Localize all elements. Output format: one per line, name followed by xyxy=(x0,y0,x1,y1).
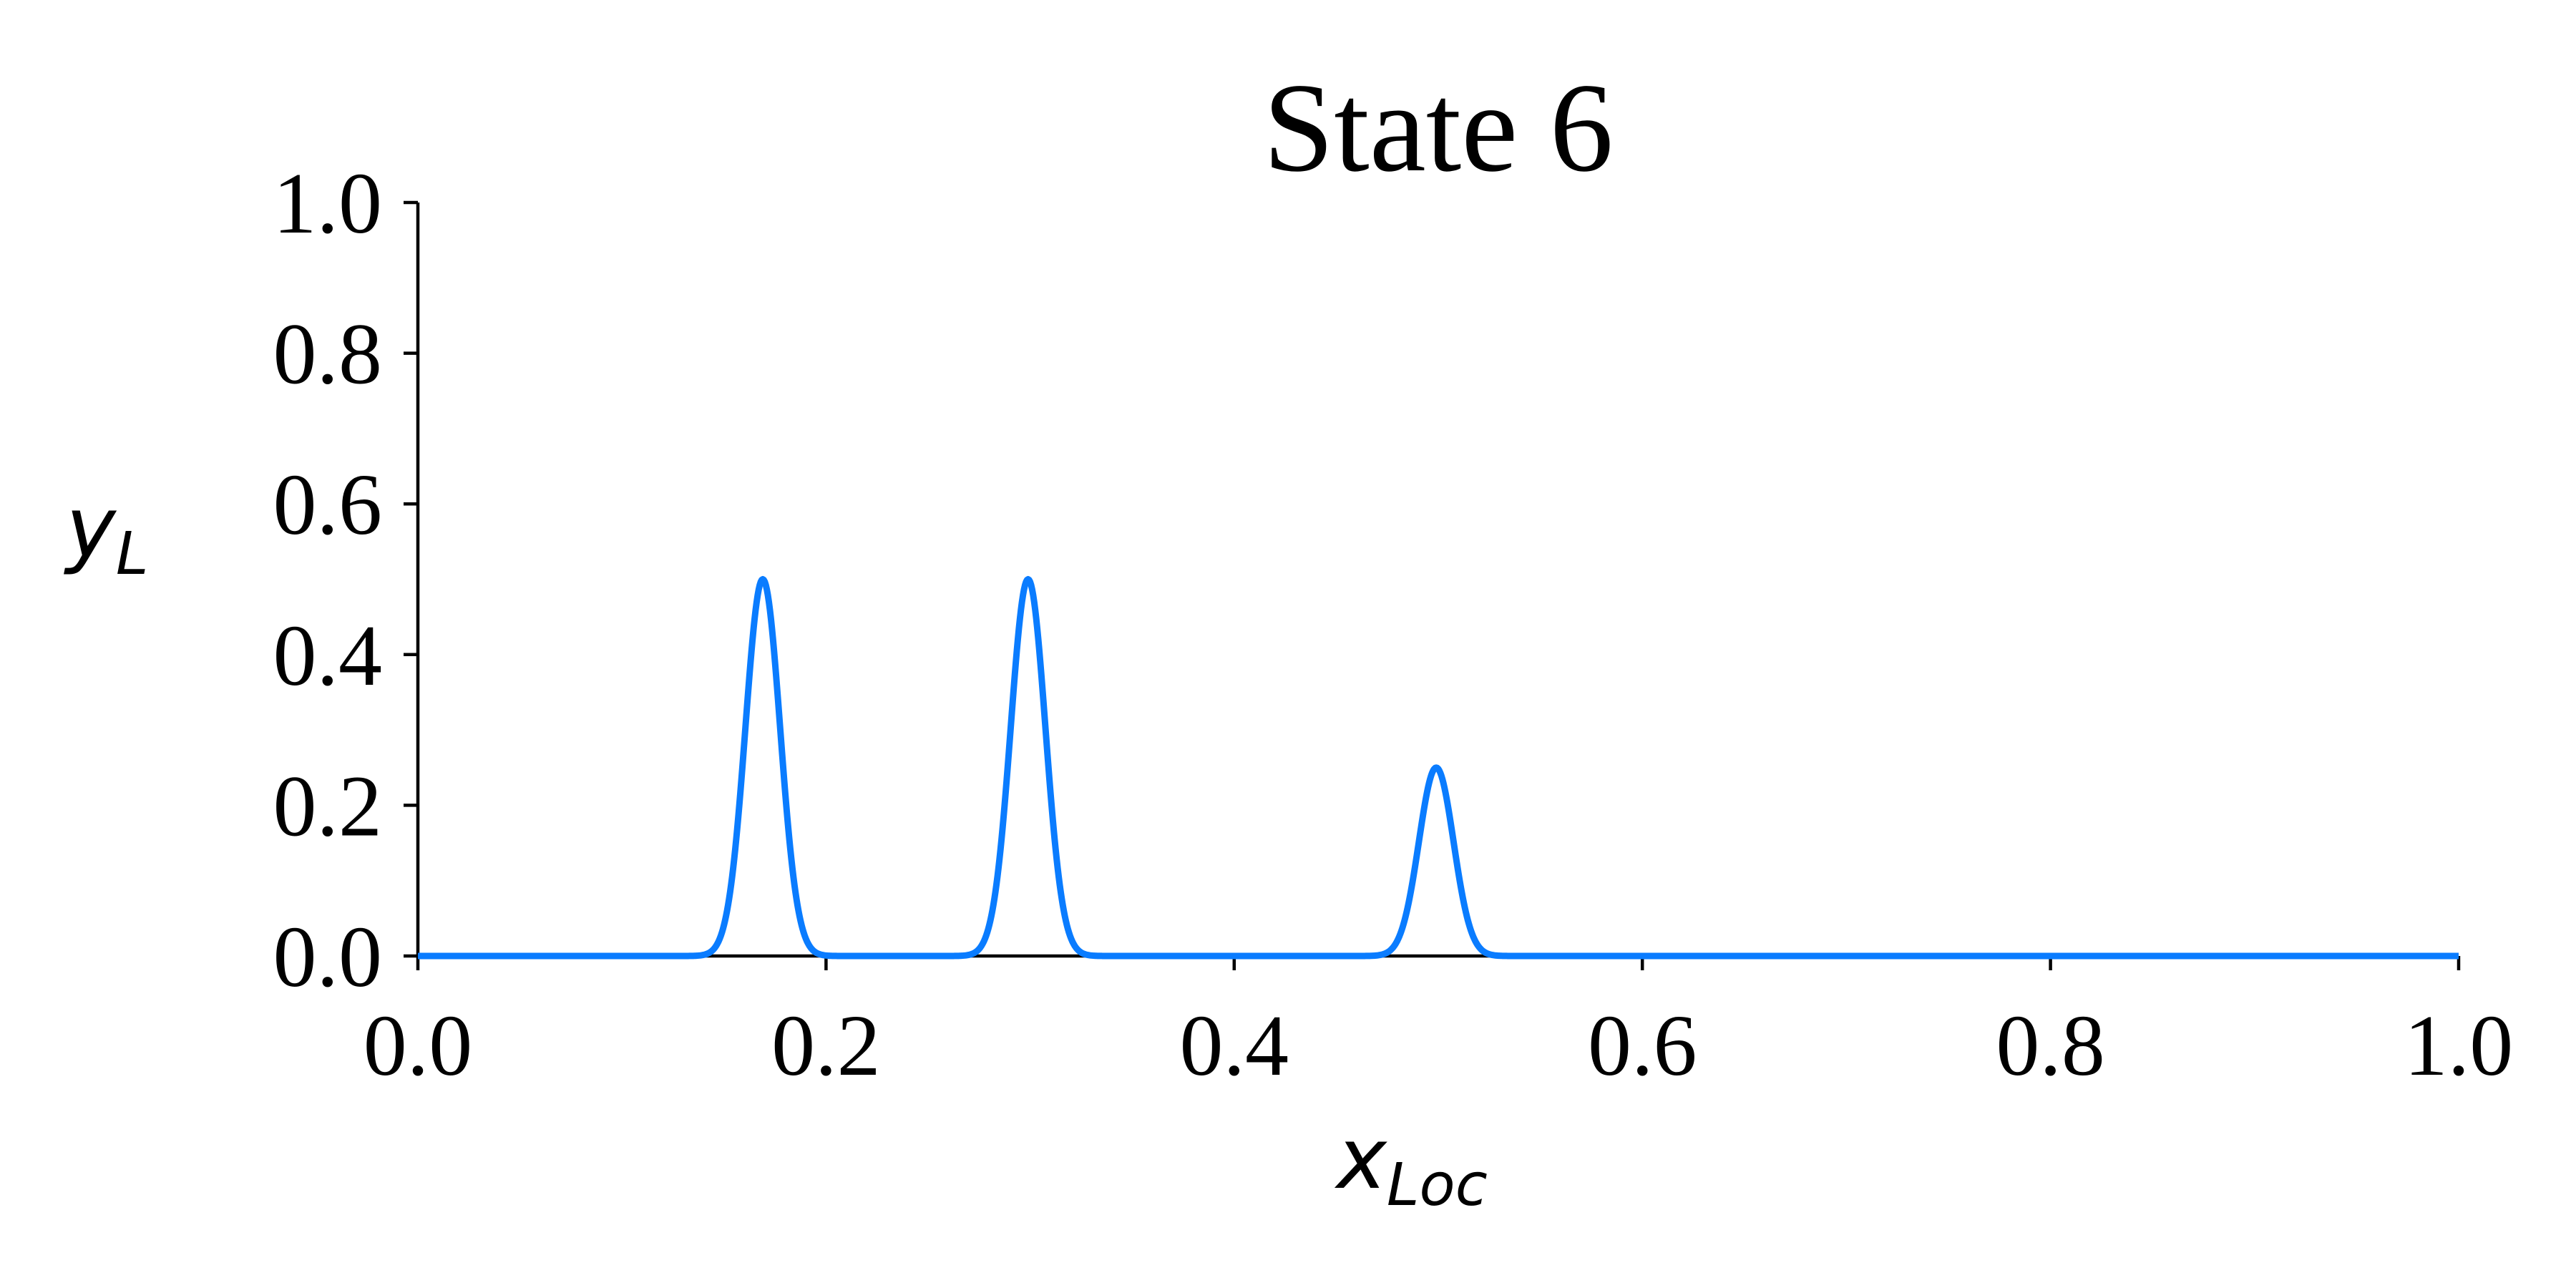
y-axis-ticks: 0.0 0.2 0.4 0.6 0.8 1.0 xyxy=(273,155,418,1005)
chart-title: State 6 xyxy=(1263,57,1613,198)
x-tick-label: 0.2 xyxy=(771,997,881,1094)
y-tick-label: 0.2 xyxy=(273,758,383,854)
series-layer xyxy=(415,576,2462,960)
y-tick-label: 0.0 xyxy=(273,909,383,1005)
x-axis-ticks: 0.0 0.2 0.4 0.6 0.8 1.0 xyxy=(364,956,2514,1094)
x-axis-label-base: x xyxy=(1334,1109,1387,1208)
x-tick-label: 0.8 xyxy=(1996,997,2105,1094)
y-tick-label: 1.0 xyxy=(273,155,383,252)
x-tick-label: 0.0 xyxy=(364,997,473,1094)
x-tick-label: 0.6 xyxy=(1588,997,1697,1094)
y-tick-label: 0.6 xyxy=(273,457,383,553)
y-axis-label-sub: L xyxy=(116,520,149,588)
y-tick-label: 0.4 xyxy=(273,608,383,704)
x-axis-label-sub: Loc xyxy=(1387,1151,1488,1219)
x-tick-label: 1.0 xyxy=(2404,997,2514,1094)
y-tick-label: 0.8 xyxy=(273,306,383,403)
x-axis-label: xLoc xyxy=(1334,1109,1488,1219)
y-axis-label-base: y xyxy=(64,478,117,577)
y-axis-label: yL xyxy=(64,478,149,588)
x-tick-label: 0.4 xyxy=(1180,997,1289,1094)
series-line xyxy=(415,576,2462,960)
